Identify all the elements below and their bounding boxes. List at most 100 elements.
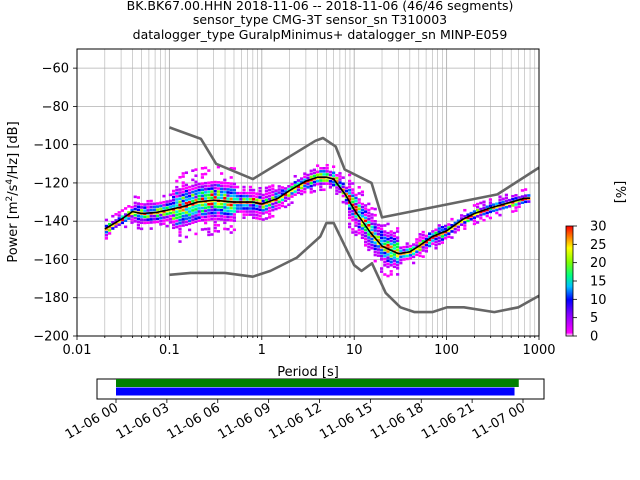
heatmap-cell xyxy=(236,194,240,198)
heatmap-cell xyxy=(370,246,374,250)
heatmap-cell xyxy=(239,198,243,201)
heatmap-cell xyxy=(130,209,134,212)
heatmap-cell xyxy=(309,191,313,194)
heatmap-cell xyxy=(181,208,185,212)
heatmap-cell xyxy=(111,224,115,227)
heatmap-cell xyxy=(360,205,365,209)
heatmap-cell xyxy=(242,216,246,219)
heatmap-cell xyxy=(172,198,176,202)
heatmap-cell xyxy=(504,199,509,203)
used-segments-bar xyxy=(116,387,515,396)
heatmap-cell xyxy=(431,236,435,239)
heatmap-cell xyxy=(191,193,195,197)
heatmap-cell xyxy=(418,254,422,258)
heatmap-cell xyxy=(364,231,368,235)
heatmap-cell xyxy=(335,177,339,180)
heatmap-cell xyxy=(172,201,176,205)
heatmap-cell xyxy=(268,191,272,195)
heatmap-cell xyxy=(117,214,121,217)
heatmap-cell xyxy=(376,232,381,236)
heatmap-cell xyxy=(437,242,441,246)
heatmap-cell xyxy=(328,170,333,174)
heatmap-cell xyxy=(165,212,169,216)
heatmap-cell xyxy=(386,234,390,238)
heatmap-cell xyxy=(248,194,253,198)
heatmap-cell xyxy=(204,166,208,170)
heatmap-cell xyxy=(252,216,256,219)
heatmap-cell xyxy=(396,248,400,252)
heatmap-cell xyxy=(207,230,211,234)
heatmap-cell xyxy=(124,225,128,229)
heatmap-cell xyxy=(380,236,384,240)
heatmap-cell xyxy=(348,182,352,186)
title-line-1: BK.BK67.00.HHN 2018-11-06 -- 2018-11-06 … xyxy=(127,0,514,13)
heatmap-cell xyxy=(188,194,192,198)
heatmap-cell xyxy=(447,229,451,232)
heatmap-cell xyxy=(213,196,217,199)
heatmap-cell xyxy=(293,187,297,190)
heatmap-cell xyxy=(197,204,201,207)
heatmap-cell xyxy=(348,225,352,229)
high-noise-model-curve xyxy=(168,126,540,219)
heatmap-cell xyxy=(386,259,390,262)
heatmap-cell xyxy=(376,245,381,248)
heatmap-cell xyxy=(383,236,387,240)
heatmap-cell xyxy=(479,216,483,220)
heatmap-cell xyxy=(482,206,486,210)
heatmap-cell xyxy=(367,202,371,206)
heatmap-cell xyxy=(277,197,281,201)
heatmap-cell xyxy=(111,221,115,224)
heatmap-cell xyxy=(162,216,166,219)
heatmap-cell xyxy=(351,194,355,198)
heatmap-cell xyxy=(229,212,233,216)
heatmap-cell xyxy=(168,202,173,206)
heatmap-cell xyxy=(226,185,230,188)
heatmap-cell xyxy=(284,196,288,199)
model-curves xyxy=(104,126,540,314)
heatmap-cell xyxy=(389,273,393,276)
heatmap-cell xyxy=(271,190,275,194)
heatmap-cell xyxy=(373,238,377,241)
heatmap-cell xyxy=(389,245,393,249)
heatmap-cell xyxy=(354,221,358,224)
heatmap-cell xyxy=(236,207,240,210)
heatmap-cell xyxy=(344,186,349,190)
heatmap-cell xyxy=(431,242,435,245)
heatmap-cell xyxy=(229,182,233,185)
heatmap-cell xyxy=(197,182,201,186)
heatmap-cell xyxy=(415,241,419,244)
heatmap-cell xyxy=(252,213,256,216)
heatmap-cell xyxy=(140,209,144,212)
heatmap-cell xyxy=(104,227,109,231)
heatmap-cell xyxy=(485,208,489,212)
heatmap-cell xyxy=(364,237,368,241)
heatmap-cell xyxy=(325,182,329,185)
heatmap-cell xyxy=(380,230,384,234)
heatmap-cell xyxy=(226,197,230,200)
heatmap-cell xyxy=(274,201,278,205)
heatmap-cell xyxy=(392,237,397,241)
heatmap-cell xyxy=(188,213,192,216)
heatmap-cell xyxy=(168,199,173,203)
heatmap-cell xyxy=(207,227,211,231)
heatmap-cell xyxy=(136,205,141,209)
heatmap-cell xyxy=(146,215,150,218)
heatmap-cell xyxy=(223,212,227,215)
heatmap-cell xyxy=(412,252,416,256)
heatmap-cell xyxy=(248,198,253,201)
heatmap-cell xyxy=(364,213,368,216)
mean-curve xyxy=(104,176,530,255)
heatmap-cell xyxy=(168,218,173,221)
heatmap-cell xyxy=(207,233,211,237)
heatmap-cell xyxy=(444,227,448,231)
heatmap-cell xyxy=(501,200,505,204)
heatmap-cell xyxy=(178,175,182,179)
heatmap-cell xyxy=(175,210,179,214)
heatmap-cell xyxy=(149,202,153,206)
heatmap-cell xyxy=(511,197,515,201)
heatmap-cell xyxy=(268,206,272,210)
heatmap-cell xyxy=(386,253,390,256)
heatmap-cell xyxy=(364,222,368,226)
heatmap-cell xyxy=(200,194,205,198)
heatmap-cell xyxy=(268,203,272,207)
